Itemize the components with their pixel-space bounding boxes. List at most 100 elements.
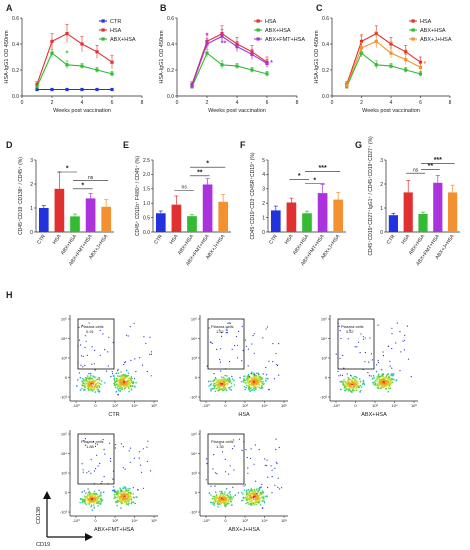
event-dot (82, 471, 84, 473)
event-dot (127, 491, 130, 494)
event-dot (81, 463, 83, 465)
series-line-abx-j-hsa (346, 40, 421, 86)
event-dot (217, 506, 219, 508)
event-dot (92, 379, 95, 382)
event-dot (83, 380, 86, 382)
event-dot (348, 381, 350, 384)
event-dot (129, 498, 131, 500)
event-dot (116, 384, 119, 386)
event-dot (369, 337, 371, 339)
flow-y-tick-label: 10⁴ (191, 336, 197, 341)
y-tick-label: 0.0 (322, 94, 329, 100)
flow-y-tick-label: 10⁴ (191, 451, 197, 456)
flow-x-tick-label: 10⁵ (151, 518, 157, 523)
event-dot (255, 503, 257, 506)
event-dot (250, 377, 252, 379)
event-dot (238, 438, 240, 440)
event-dot (208, 492, 211, 494)
event-dot (399, 331, 401, 333)
event-dot (205, 479, 207, 481)
event-dot (263, 382, 265, 385)
event-dot (120, 491, 123, 494)
event-dot (275, 461, 277, 463)
event-dot (251, 376, 253, 379)
event-dot (100, 493, 102, 495)
event-dot (404, 339, 406, 341)
flow-x-tick-label: 0 (224, 518, 227, 523)
flow-y-tick-label: 10³ (61, 470, 67, 475)
event-dot (344, 385, 346, 388)
y-tick-label: 0.0 (167, 94, 174, 100)
event-dot (137, 489, 139, 491)
event-dot (91, 509, 94, 511)
event-dot (385, 387, 388, 390)
event-dot (125, 497, 127, 499)
event-dot (256, 380, 258, 382)
event-dot (261, 491, 264, 493)
event-dot (92, 440, 95, 443)
gate-value: 1.35 (216, 444, 225, 449)
event-dot (127, 488, 129, 490)
event-dot (273, 378, 275, 380)
legend-entry: ABX+HSA (420, 28, 446, 34)
event-dot (276, 364, 279, 367)
event-dot (370, 353, 373, 355)
event-dot (117, 393, 119, 396)
gate-label: Plasma cells (211, 439, 233, 444)
event-dot (232, 496, 235, 498)
event-dot (117, 379, 119, 381)
event-dot (395, 379, 398, 381)
flow-y-tick-label: 10⁴ (321, 336, 327, 341)
event-dot (386, 381, 388, 383)
event-dot (133, 496, 136, 499)
y-axis-label: CD45⁺ CD11b⁺ F4/80⁺ / CD45⁺ (%) (135, 156, 141, 237)
x-tick-label: 6 (111, 100, 114, 106)
event-dot (125, 501, 127, 503)
data-point (220, 34, 224, 38)
significance-star: * (375, 30, 378, 37)
significance-star: * (390, 40, 393, 47)
data-point (389, 51, 393, 55)
event-dot (377, 324, 379, 326)
event-dot (87, 385, 89, 387)
event-dot (89, 389, 92, 391)
event-dot (229, 498, 232, 500)
event-dot (392, 374, 394, 377)
event-dot (270, 465, 272, 467)
y-tick-label: 1 (30, 206, 33, 212)
event-dot (228, 322, 230, 324)
event-dot (218, 389, 221, 392)
event-dot (120, 443, 122, 445)
event-dot (355, 387, 357, 390)
event-dot (250, 448, 252, 450)
event-dot (360, 389, 362, 392)
event-dot (253, 352, 255, 354)
event-dot (128, 387, 130, 390)
event-dot (113, 489, 115, 491)
event-dot (150, 351, 153, 353)
event-dot (247, 472, 249, 474)
event-dot (231, 348, 233, 350)
event-dot (385, 385, 387, 388)
event-dot (259, 504, 262, 506)
event-dot (93, 376, 95, 378)
flow-y-axis-label: CD138 (36, 507, 42, 524)
flow-y-tick-label: 10³ (191, 470, 197, 475)
significance-label: * (66, 166, 69, 173)
event-dot (80, 364, 82, 366)
flow-x-axis-label: CD19 (36, 542, 50, 548)
event-dot (116, 491, 118, 494)
event-dot (81, 499, 83, 501)
event-dot (387, 345, 389, 347)
event-dot (274, 467, 276, 469)
event-dot (354, 346, 356, 348)
event-dot (92, 496, 94, 499)
event-dot (378, 383, 381, 385)
event-dot (229, 500, 232, 503)
flow-x-tick-label: -10³ (72, 518, 80, 523)
event-dot (113, 497, 115, 500)
bar-abx-fmt-hsa (433, 182, 443, 232)
event-dot (113, 486, 115, 488)
event-dot (86, 354, 88, 356)
